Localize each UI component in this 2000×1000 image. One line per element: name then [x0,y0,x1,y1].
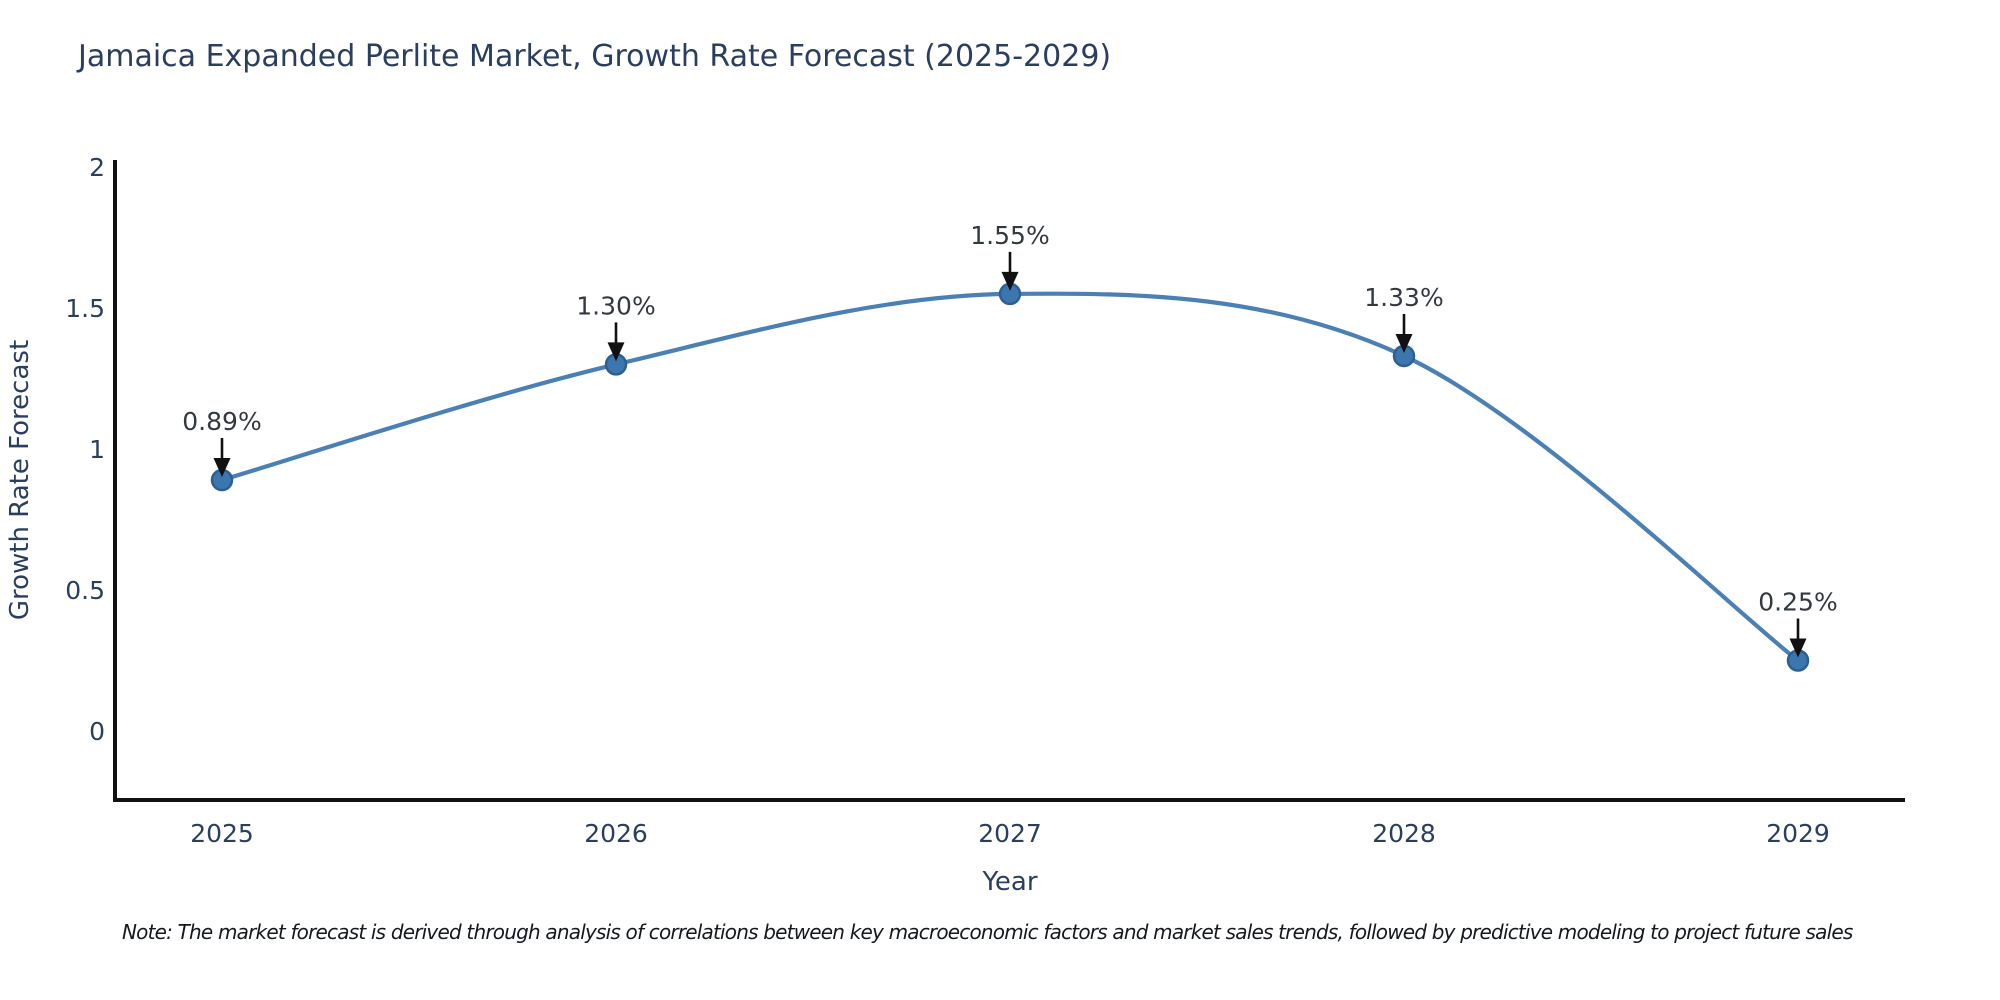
data-point-label: 0.25% [1758,588,1837,617]
x-tick-label: 2029 [1766,819,1830,848]
data-point-label: 0.89% [182,407,261,436]
chart-title: Jamaica Expanded Perlite Market, Growth … [76,39,1111,74]
annotation-arrowhead [1789,638,1807,658]
y-axis-title: Growth Rate Forecast [5,340,35,620]
y-tick-label: 1.5 [65,294,105,323]
footnote: Note: The market forecast is derived thr… [122,920,1853,944]
data-point-label: 1.55% [970,221,1049,250]
axes: 0 0.5 1 1.5 2 2025 2026 2027 2028 2029 [65,153,1905,848]
data-point-label: 1.33% [1364,283,1443,312]
plot-area: 0.89% 1.30% 1.55% 1.33% 0.25% [182,221,1838,672]
forecast-line [219,291,1801,663]
y-tick-label: 0 [89,717,105,746]
x-tick-label: 2026 [584,819,648,848]
annotation-arrowhead [607,342,625,362]
annotation-arrowhead [1001,271,1019,291]
data-point-label: 1.30% [576,291,655,320]
x-tick-label: 2025 [190,819,254,848]
annotation-arrowhead [213,458,231,478]
y-tick-label: 2 [89,153,105,182]
annotation-arrowhead [1395,333,1413,353]
x-tick-label: 2028 [1372,819,1436,848]
x-tick-label: 2027 [978,819,1042,848]
y-tick-label: 0.5 [65,576,105,605]
x-axis-title: Year [981,867,1037,897]
y-tick-label: 1 [89,435,105,464]
